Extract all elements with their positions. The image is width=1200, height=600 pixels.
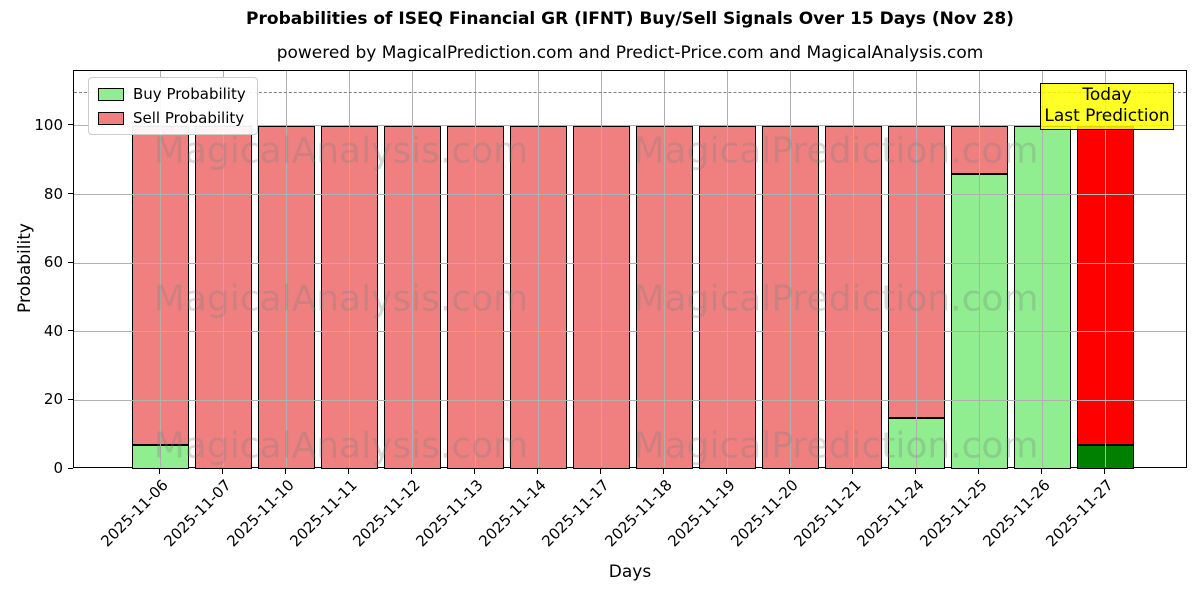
grid-layer bbox=[74, 71, 1186, 467]
v-gridline bbox=[915, 71, 917, 467]
v-gridline bbox=[474, 71, 476, 467]
legend: Buy Probability Sell Probability bbox=[88, 77, 258, 135]
v-gridline bbox=[159, 71, 161, 467]
v-gridline bbox=[726, 71, 728, 467]
x-tick-mark bbox=[536, 469, 538, 474]
h-gridline bbox=[74, 399, 1186, 401]
watermark-prediction: MagicalPrediction.com bbox=[633, 278, 1039, 320]
y-tick-mark bbox=[68, 261, 73, 263]
x-tick-mark bbox=[410, 469, 412, 474]
plot-area: MagicalAnalysis.com MagicalPrediction.com… bbox=[73, 70, 1187, 469]
x-tick-mark bbox=[284, 469, 286, 474]
threshold-dashed-line bbox=[74, 91, 1186, 93]
y-tick-label: 20 bbox=[43, 390, 63, 409]
legend-label-buy: Buy Probability bbox=[133, 85, 246, 103]
x-tick-mark bbox=[347, 469, 349, 474]
legend-label-sell: Sell Probability bbox=[133, 109, 245, 127]
buy-swatch-icon bbox=[98, 87, 124, 101]
y-tick-mark bbox=[68, 124, 73, 126]
sell-swatch-icon bbox=[98, 111, 124, 125]
watermark-prediction: MagicalPrediction.com bbox=[633, 130, 1039, 172]
y-tick-label: 0 bbox=[53, 459, 63, 477]
v-gridline bbox=[600, 71, 602, 467]
h-gridline bbox=[74, 331, 1186, 333]
v-gridline bbox=[411, 71, 413, 467]
x-tick-mark bbox=[725, 469, 727, 474]
x-tick-mark bbox=[473, 469, 475, 474]
v-gridline bbox=[348, 71, 350, 467]
h-gridline bbox=[74, 125, 1186, 127]
watermark-analysis: MagicalAnalysis.com bbox=[153, 425, 529, 467]
v-gridline bbox=[537, 71, 539, 467]
today-annotation: Today Last Prediction bbox=[1040, 83, 1174, 130]
x-tick-mark bbox=[788, 469, 790, 474]
y-tick-mark bbox=[68, 193, 73, 195]
h-gridline bbox=[74, 262, 1186, 264]
v-gridline bbox=[852, 71, 854, 467]
y-tick-label: 100 bbox=[34, 115, 63, 134]
v-gridline bbox=[663, 71, 665, 467]
today-annotation-line2: Last Prediction bbox=[1044, 106, 1170, 126]
x-tick-mark bbox=[914, 469, 916, 474]
h-gridline bbox=[74, 194, 1186, 196]
y-tick-label: 40 bbox=[43, 321, 63, 340]
x-tick-mark bbox=[851, 469, 853, 474]
watermark-analysis: MagicalAnalysis.com bbox=[153, 278, 529, 320]
x-tick-mark bbox=[599, 469, 601, 474]
watermark-prediction: MagicalPrediction.com bbox=[633, 425, 1039, 467]
legend-item-buy: Buy Probability bbox=[98, 85, 246, 103]
today-annotation-line1: Today bbox=[1082, 85, 1132, 105]
watermark-analysis: MagicalAnalysis.com bbox=[153, 130, 529, 172]
y-tick-label: 80 bbox=[43, 184, 63, 203]
x-tick-mark bbox=[662, 469, 664, 474]
x-tick-mark bbox=[977, 469, 979, 474]
v-gridline bbox=[285, 71, 287, 467]
chart-title: Probabilities of ISEQ Financial GR (IFNT… bbox=[246, 9, 1014, 29]
v-gridline bbox=[222, 71, 224, 467]
x-tick-mark bbox=[221, 469, 223, 474]
y-tick-mark bbox=[68, 398, 73, 400]
y-tick-mark bbox=[68, 467, 73, 469]
x-tick-mark bbox=[158, 469, 160, 474]
x-tick-mark bbox=[1103, 469, 1105, 474]
chart-subtitle: powered by MagicalPrediction.com and Pre… bbox=[276, 43, 984, 63]
v-gridline bbox=[1104, 71, 1106, 467]
v-gridline bbox=[978, 71, 980, 467]
y-tick-mark bbox=[68, 330, 73, 332]
y-tick-label: 60 bbox=[43, 253, 63, 272]
x-tick-mark bbox=[1040, 469, 1042, 474]
legend-item-sell: Sell Probability bbox=[98, 109, 246, 127]
v-gridline bbox=[1041, 71, 1043, 467]
watermark-layer: MagicalAnalysis.com MagicalPrediction.com… bbox=[74, 71, 1186, 467]
v-gridline bbox=[789, 71, 791, 467]
x-axis-label: Days bbox=[608, 562, 652, 582]
